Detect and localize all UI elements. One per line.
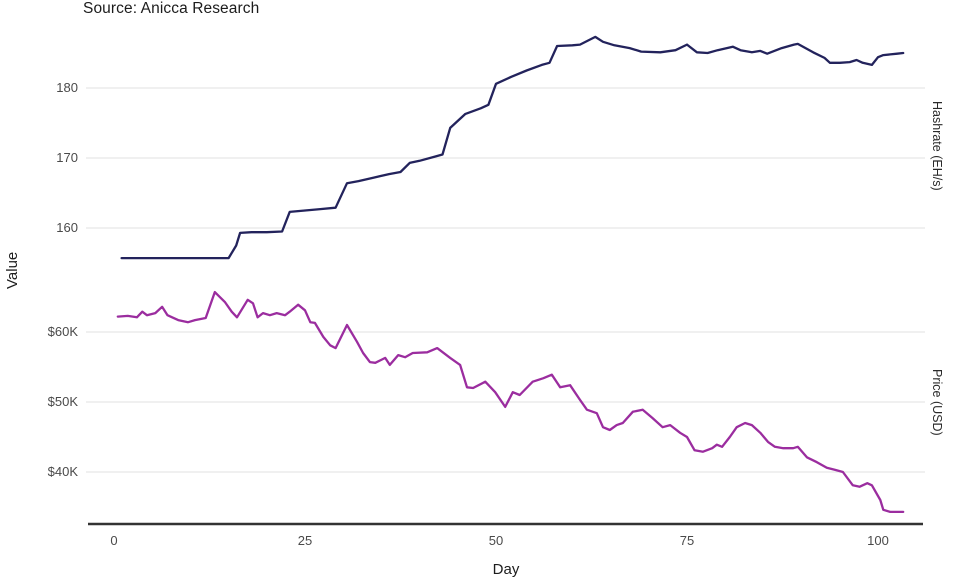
right-axis-title-price: Price (USD) [930,368,944,436]
hashrate-line [120,35,905,260]
price-tick-label: $60K [47,324,78,339]
hashrate-tick-label: 170 [56,150,78,165]
x-tick-label: 75 [679,533,695,548]
left-axis-title: Value [4,251,21,289]
right-axis-title-hashrate: Hashrate (EH/s) [930,100,944,191]
price-line [116,290,905,514]
x-axis-title: Day [492,561,520,578]
gridlines [86,87,925,473]
price-tick-label: $50K [47,394,78,409]
x-tick-label: 100 [867,533,889,548]
x-tick-label: 0 [110,533,118,548]
series-lines [116,35,905,514]
price-tick-label: $40K [47,464,78,479]
hashrate-tick-label: 180 [56,80,78,95]
source-note: Source: Anicca Research [83,0,260,17]
hashrate-tick-label: 160 [56,220,78,235]
x-tick-label: 25 [297,533,313,548]
x-tick-label: 50 [488,533,504,548]
